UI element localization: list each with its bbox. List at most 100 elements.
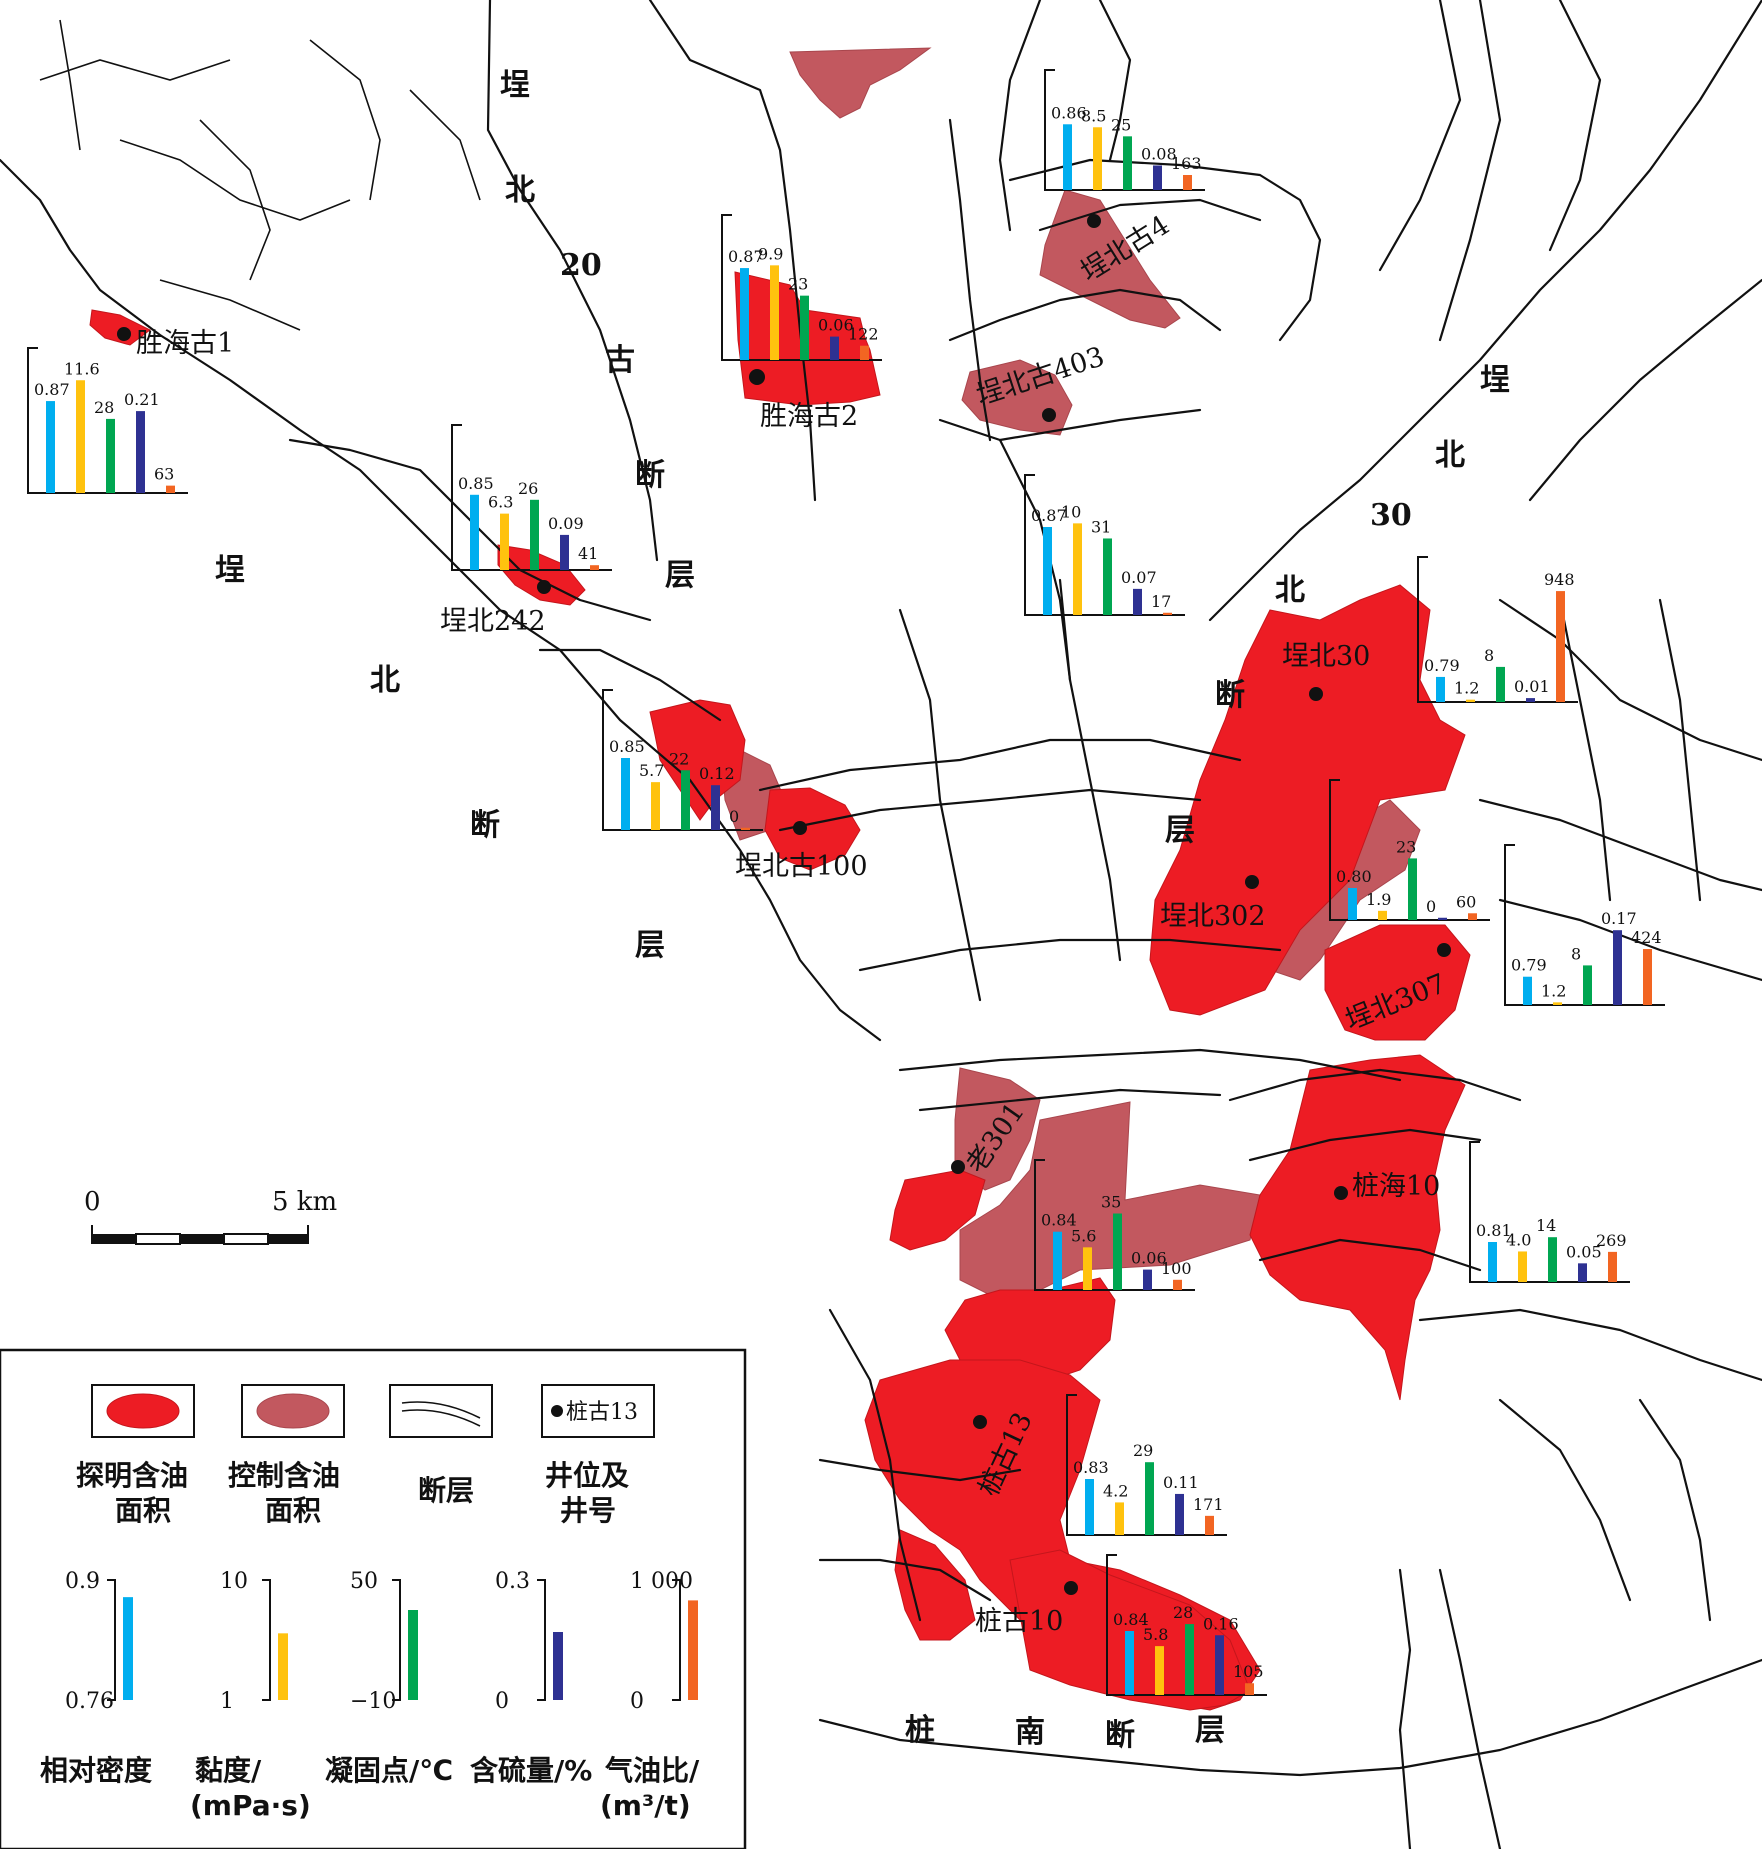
- fault-chengbei20-east: [648, 0, 817, 502]
- well-chart: 0.845.8 28 0.16 105: [1106, 1554, 1267, 1696]
- legend-swatch-well-frame: [541, 1384, 655, 1438]
- legend-well-label-1: 井位及: [545, 1459, 629, 1492]
- well-marker: [749, 369, 765, 385]
- scale-axis: [107, 1579, 116, 1701]
- scale-unit-label: (m³/t): [600, 1789, 691, 1822]
- fault-east-2: [1548, 0, 1602, 252]
- well-chart: 0.80 1.9 23 0 60: [1329, 779, 1490, 921]
- scale-unit-label: (mPa·s): [190, 1789, 311, 1822]
- legend-controlled-label-2: 面积: [265, 1494, 321, 1527]
- controlled-oil-areas: [719, 47, 1421, 1306]
- fault-label: 桩: [905, 1713, 935, 1748]
- scale-label: 黏度/: [195, 1754, 262, 1787]
- chart-value-label: 0.81: [1476, 1221, 1512, 1240]
- scale-label: 凝固点/℃: [325, 1754, 453, 1787]
- fault-label: 断: [635, 458, 665, 493]
- scale-segment: [268, 1234, 308, 1244]
- well-label: 埕北30: [1282, 641, 1370, 672]
- chart-value-label: 63: [154, 465, 174, 484]
- chart-bar: [1145, 1462, 1154, 1535]
- chart-value-label: 26: [518, 479, 538, 498]
- chart-value-label: 9.9: [758, 244, 783, 263]
- legend-explored-label-1: 探明含油: [76, 1459, 188, 1492]
- chart-value-label: 0.06: [818, 316, 854, 335]
- chart-value-label: 0.85: [609, 737, 645, 756]
- chart-value-label: 23: [1396, 837, 1416, 856]
- fault-label: 古: [605, 343, 635, 378]
- chart-bar: [1153, 165, 1162, 190]
- legend-explored-label-2: 面积: [115, 1494, 171, 1527]
- chart-bar: [1123, 136, 1132, 190]
- scale-segment: [223, 1233, 269, 1245]
- chart-value-label: 0.01: [1514, 677, 1550, 696]
- chart-value-label: 8.5: [1081, 106, 1106, 125]
- well-label: 桩海10: [1352, 1171, 1440, 1202]
- chart-bar: [741, 827, 750, 830]
- chart-value-label: 5.8: [1143, 1625, 1168, 1644]
- chart-bar: [1488, 1242, 1497, 1282]
- chart-bar: [1608, 1251, 1617, 1282]
- chart-value-label: 948: [1544, 570, 1575, 589]
- chart-value-label: 0.05: [1566, 1242, 1602, 1261]
- fault-label: 30: [1370, 498, 1412, 533]
- chart-bar: [1163, 612, 1172, 615]
- fault-label: 南: [1015, 1715, 1045, 1750]
- scale-bottom-label: 1: [220, 1689, 234, 1714]
- chart-value-label: 31: [1091, 517, 1111, 536]
- scale-bottom-label: 0.76: [65, 1689, 114, 1714]
- chart-bar: [1215, 1635, 1224, 1695]
- chart-value-label: 0.11: [1163, 1473, 1199, 1492]
- chart-bar: [1185, 1624, 1194, 1695]
- fault-west-block-2: [538, 648, 722, 722]
- chart-value-label: 0.79: [1424, 656, 1460, 675]
- chart-bar: [770, 265, 779, 360]
- chart-value-label: 8: [1484, 646, 1494, 665]
- chart-value-label: 28: [94, 398, 114, 417]
- chart-bar: [830, 336, 839, 360]
- scale-bottom-label: 0: [495, 1689, 509, 1714]
- chart-bar: [711, 785, 720, 830]
- chart-bar: [1436, 676, 1445, 702]
- chart-bar: [1526, 698, 1535, 702]
- controlled-area-top: [789, 47, 932, 119]
- well-marker: [1064, 1581, 1078, 1595]
- chart-bar: [470, 494, 479, 570]
- legend-scale-gas_oil_ratio: 1 000 0 气油比/(m³/t): [600, 1569, 700, 1822]
- chart-value-label: 163: [1171, 154, 1202, 173]
- well-chart: 0.87 11.6 28 0.21 63: [27, 347, 188, 494]
- fault-nw-1: [39, 59, 231, 81]
- chart-bar: [1093, 127, 1102, 190]
- scale-bar: [688, 1600, 698, 1700]
- fault-south-east: [1438, 1568, 1502, 1849]
- chart-value-label: 0.16: [1203, 1614, 1239, 1633]
- well-marker: [793, 821, 807, 835]
- chart-value-label: 5.6: [1071, 1226, 1096, 1245]
- fault-central-v1: [898, 608, 982, 1002]
- chart-value-label: 0.80: [1336, 867, 1372, 886]
- chart-bar: [681, 770, 690, 830]
- chart-value-label: 41: [578, 544, 598, 563]
- fault-east-south-2: [1498, 1398, 1632, 1602]
- chart-bar: [530, 499, 539, 570]
- chart-value-label: 0.87: [34, 380, 70, 399]
- chart-value-label: 122: [848, 325, 879, 344]
- chart-value-label: 23: [788, 275, 808, 294]
- chart-value-label: 17: [1151, 592, 1171, 611]
- explored-area-gu100: [764, 787, 861, 871]
- fault-zhuanghai-block-3: [1258, 1238, 1482, 1272]
- chart-value-label: 60: [1456, 892, 1476, 911]
- fault-label: 北: [1435, 438, 1465, 473]
- chart-value-label: 28: [1173, 1603, 1193, 1622]
- chart-value-label: 10: [1061, 502, 1081, 521]
- chart-value-label: 171: [1193, 1495, 1224, 1514]
- chart-value-label: 269: [1596, 1231, 1627, 1250]
- legend-fault-swatch: [401, 1409, 481, 1427]
- well-marker: [951, 1160, 965, 1174]
- fault-label: 层: [1165, 813, 1195, 848]
- chart-value-label: 105: [1233, 1662, 1264, 1681]
- legend-swatch-fault-frame: [389, 1384, 493, 1438]
- chart-bar: [1155, 1646, 1164, 1695]
- chart-bar: [1083, 1247, 1092, 1290]
